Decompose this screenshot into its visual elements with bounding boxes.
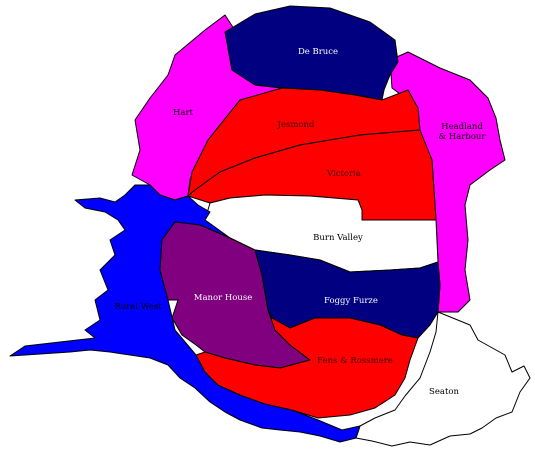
label-seaton: Seaton <box>429 387 459 397</box>
label-victoria: Victoria <box>326 169 361 179</box>
label-burn-valley: Burn Valley <box>313 233 363 243</box>
label-foggy-furze: Foggy Furze <box>324 296 378 306</box>
label-de-bruce: De Bruce <box>298 47 338 57</box>
label-headland-line2: & Harbour <box>439 132 487 142</box>
ward-de-bruce[interactable] <box>224 5 399 101</box>
label-jesmond: Jesmond <box>277 120 315 130</box>
label-manor-house: Manor House <box>194 293 253 303</box>
label-fens-rossmere: Fens & Rossmere <box>317 356 393 366</box>
label-hart: Hart <box>173 108 194 118</box>
label-rural-west: Rural West <box>114 302 162 312</box>
ward-seaton[interactable] <box>355 311 531 447</box>
label-headland-line1: Headland <box>441 122 483 132</box>
ward-fens-rossmere[interactable] <box>195 309 419 419</box>
